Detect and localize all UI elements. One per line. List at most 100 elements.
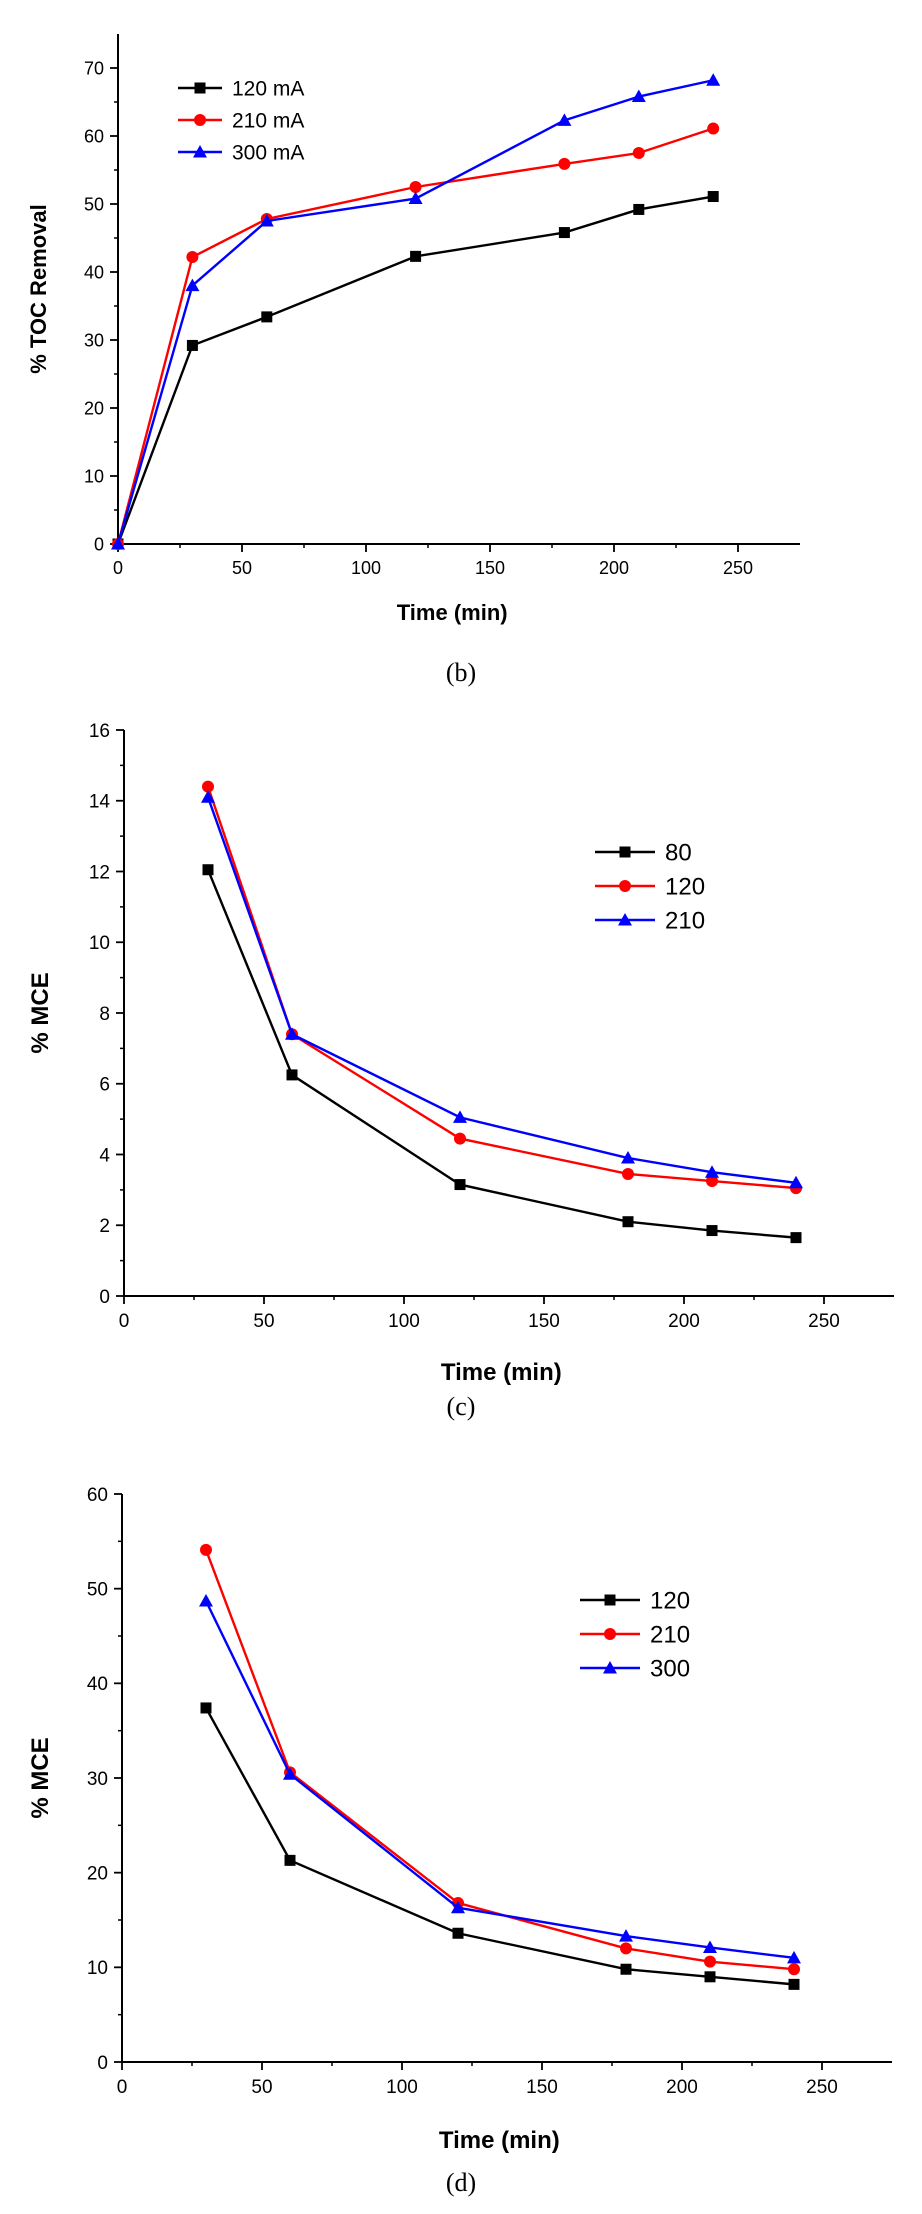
legend-label: 210 — [665, 908, 705, 935]
legend-label: 80 — [665, 840, 692, 867]
y-tick-label: 12 — [89, 862, 110, 883]
legend-entry: 210 mA — [178, 110, 304, 133]
x-tick-label: 250 — [723, 558, 753, 578]
legend-entry: 210 — [595, 908, 705, 935]
legend-marker — [618, 913, 632, 926]
y-tick-label: 0 — [94, 534, 104, 554]
x-tick-label: 100 — [386, 2077, 418, 2098]
data-point — [707, 191, 719, 203]
data-point — [706, 1175, 718, 1188]
y-tick-label: 50 — [84, 194, 104, 214]
x-axis-label: Time (min) — [441, 1359, 562, 1386]
data-point — [454, 1132, 466, 1145]
data-point — [285, 1027, 299, 1040]
legend-label: 210 mA — [232, 110, 304, 133]
data-point — [200, 1702, 212, 1714]
data-point — [704, 1971, 716, 1983]
data-point — [408, 191, 423, 205]
data-point — [557, 113, 572, 126]
caption-letter: c — [455, 1392, 467, 1421]
legend-label: 120 mA — [232, 78, 304, 101]
data-point — [261, 311, 273, 323]
x-tick-label: 250 — [806, 2077, 838, 2098]
y-tick-label: 30 — [87, 1769, 108, 1790]
x-axis-label: Time (min) — [439, 2127, 560, 2154]
data-point — [790, 1232, 802, 1244]
y-tick-label: 40 — [87, 1674, 108, 1695]
legend-marker — [604, 1594, 616, 1606]
legend-label: 120 — [665, 874, 705, 901]
data-point — [185, 278, 200, 292]
data-point — [788, 1978, 800, 1990]
caption-letter: b — [454, 658, 468, 687]
legend-label: 120 — [650, 1588, 690, 1615]
x-tick-label: 150 — [528, 1311, 560, 1332]
legend-marker — [194, 82, 206, 94]
series-300-ma — [111, 73, 721, 550]
data-point — [632, 147, 645, 159]
legend-entry: 300 mA — [178, 142, 304, 165]
chart-panel-d: 0 50 100 150 200 250 0 10 20 30 40 50 60 Time (min) % … — [0, 1450, 922, 2214]
data-point — [706, 1225, 718, 1237]
y-tick-label: 2 — [99, 1216, 110, 1237]
legend-entry: 210 — [580, 1622, 690, 1649]
data-point — [703, 1940, 717, 1953]
series-120 — [202, 780, 802, 1195]
x-tick-label: 0 — [113, 558, 123, 578]
y-tick-label: 10 — [84, 466, 104, 486]
legend-entry: 120 — [580, 1588, 690, 1615]
x-tick-label: 250 — [808, 1311, 840, 1332]
caption-c: (c) — [446, 1392, 476, 1421]
x-tick-label: 150 — [526, 2077, 558, 2098]
data-point — [286, 1069, 298, 1081]
caption-b: (b) — [445, 658, 477, 687]
x-tick-label: 100 — [388, 1311, 420, 1332]
y-tick-label: 14 — [89, 792, 111, 813]
y-tick-label: 8 — [99, 1004, 110, 1025]
mce-chart-d: 0 50 100 150 200 250 0 10 20 30 40 50 60 Time (min) % … — [27, 1485, 892, 2154]
series-300 — [199, 1593, 801, 1964]
data-point — [202, 864, 214, 876]
x-tick-label: 200 — [599, 558, 629, 578]
legend-marker — [619, 880, 631, 892]
series-120-ma — [112, 191, 719, 550]
y-tick-label: 20 — [84, 398, 104, 418]
y-tick-label: 16 — [89, 721, 110, 742]
data-point — [789, 1175, 803, 1189]
y-tick-label: 60 — [84, 126, 104, 146]
x-axis-label: Time (min) — [397, 600, 508, 625]
legend-marker — [604, 1628, 616, 1640]
data-point — [284, 1854, 296, 1866]
series-line — [116, 79, 714, 545]
data-point — [186, 339, 198, 351]
mce-chart-c: 0 50 100 150 200 250 0 2 4 6 8 10 12 14 16 Time (min) % … — [27, 721, 894, 1386]
y-tick-label: 0 — [97, 2053, 108, 2074]
data-point — [410, 250, 422, 262]
data-point — [454, 1179, 466, 1191]
x-tick-label: 200 — [668, 1311, 700, 1332]
series-120 — [200, 1702, 800, 1990]
series-line — [204, 1707, 795, 1986]
data-point — [558, 227, 570, 239]
y-tick-label: 0 — [99, 1287, 110, 1308]
data-point — [621, 1151, 635, 1164]
legend-marker — [603, 1661, 617, 1674]
data-point — [283, 1767, 297, 1780]
x-tick-label: 150 — [475, 558, 505, 578]
data-point — [620, 1963, 632, 1975]
legend-marker — [619, 846, 631, 858]
y-tick-label: 10 — [87, 1958, 108, 1979]
data-point — [704, 1955, 716, 1968]
y-tick-label: 50 — [87, 1580, 108, 1601]
y-tick-label: 6 — [99, 1075, 110, 1096]
data-point — [111, 537, 125, 550]
legend-entry: 80 — [595, 840, 692, 867]
x-tick-label: 200 — [666, 2077, 698, 2098]
caption-letter: d — [454, 2168, 468, 2197]
y-tick-label: 4 — [99, 1145, 110, 1166]
data-point — [202, 780, 214, 793]
legend-entry: 120 mA — [178, 78, 304, 101]
data-point — [453, 1110, 467, 1123]
y-tick-label: 40 — [84, 262, 104, 282]
data-point — [631, 89, 646, 103]
